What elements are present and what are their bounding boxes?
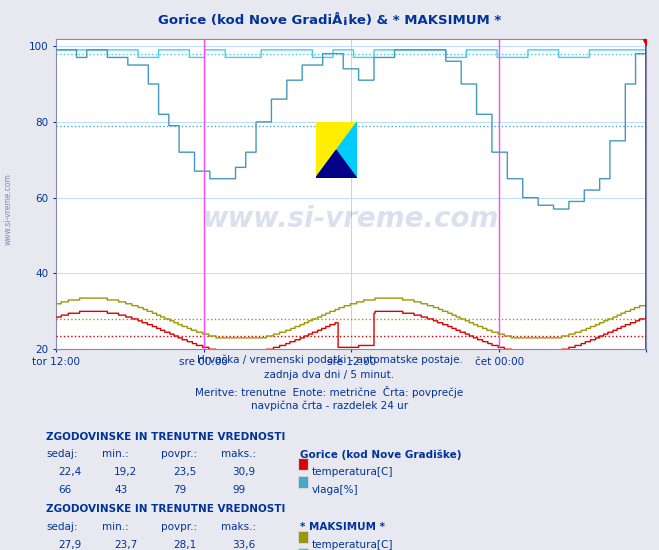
Polygon shape [316, 123, 357, 178]
Text: temperatura[C]: temperatura[C] [312, 467, 393, 477]
Text: Meritve: trenutne  Enote: metrične  Črta: povprečje: Meritve: trenutne Enote: metrične Črta: … [195, 386, 464, 398]
Text: ZGODOVINSKE IN TRENUTNE VREDNOSTI: ZGODOVINSKE IN TRENUTNE VREDNOSTI [46, 432, 285, 442]
Text: Gorice (kod Nove Gradiške): Gorice (kod Nove Gradiške) [300, 449, 461, 460]
Text: 79: 79 [173, 485, 186, 494]
Text: 23,7: 23,7 [114, 540, 137, 549]
Text: Hrvaška / vremenski podatki - avtomatske postaje.: Hrvaška / vremenski podatki - avtomatske… [196, 355, 463, 365]
Text: min.:: min.: [102, 522, 129, 532]
Text: maks.:: maks.: [221, 449, 256, 459]
Text: 19,2: 19,2 [114, 467, 137, 477]
Text: www.si-vreme.com: www.si-vreme.com [203, 205, 499, 233]
Text: vlaga[%]: vlaga[%] [312, 485, 358, 494]
Text: Gorice (kod Nove GradiÅ¡ke) & * MAKSIMUM *: Gorice (kod Nove GradiÅ¡ke) & * MAKSIMUM… [158, 14, 501, 27]
Text: 99: 99 [233, 485, 246, 494]
Text: * MAKSIMUM *: * MAKSIMUM * [300, 522, 385, 532]
Text: 23,5: 23,5 [173, 467, 196, 477]
Text: sedaj:: sedaj: [46, 449, 78, 459]
Text: 43: 43 [114, 485, 127, 494]
Text: 27,9: 27,9 [58, 540, 81, 549]
Text: temperatura[C]: temperatura[C] [312, 540, 393, 549]
Text: 30,9: 30,9 [233, 467, 256, 477]
Text: povpr.:: povpr.: [161, 449, 198, 459]
Text: www.si-vreme.com: www.si-vreme.com [4, 173, 13, 245]
Text: ZGODOVINSKE IN TRENUTNE VREDNOSTI: ZGODOVINSKE IN TRENUTNE VREDNOSTI [46, 504, 285, 514]
Text: sedaj:: sedaj: [46, 522, 78, 532]
Text: 33,6: 33,6 [233, 540, 256, 549]
Text: povpr.:: povpr.: [161, 522, 198, 532]
Text: 28,1: 28,1 [173, 540, 196, 549]
Text: zadnja dva dni / 5 minut.: zadnja dva dni / 5 minut. [264, 370, 395, 380]
Text: 22,4: 22,4 [58, 467, 81, 477]
Text: 66: 66 [58, 485, 71, 494]
Polygon shape [316, 123, 357, 178]
Polygon shape [316, 150, 357, 178]
Text: navpična črta - razdelek 24 ur: navpična črta - razdelek 24 ur [251, 401, 408, 411]
Text: maks.:: maks.: [221, 522, 256, 532]
Text: min.:: min.: [102, 449, 129, 459]
